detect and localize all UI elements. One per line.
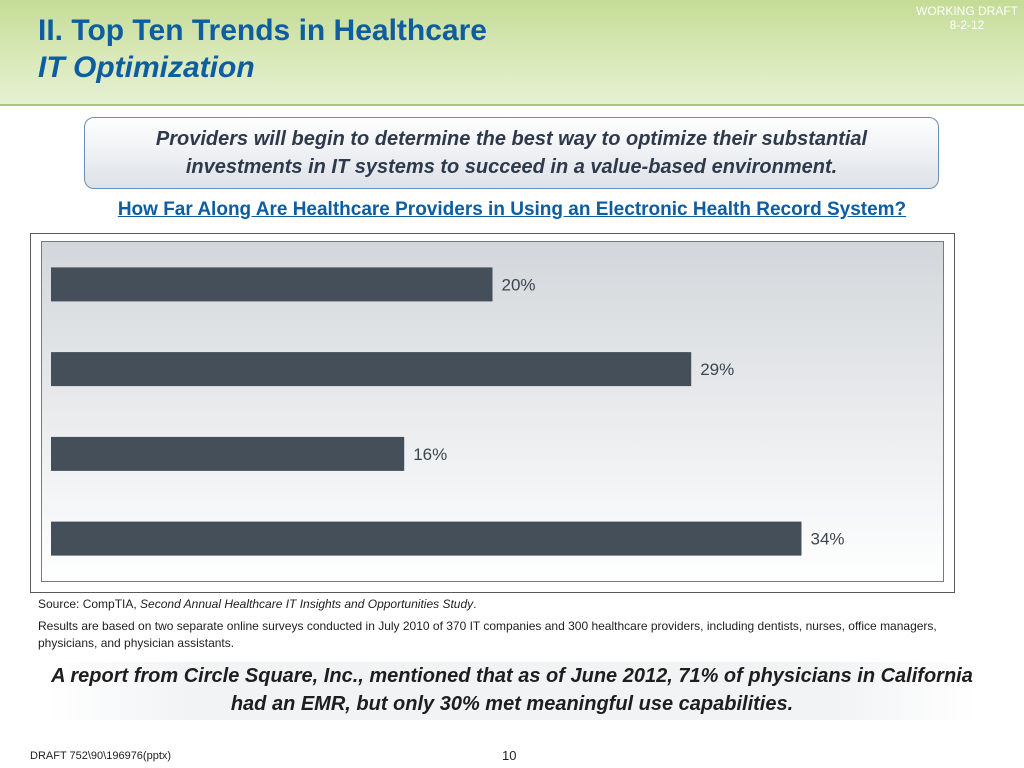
draft-footer-label: DRAFT 752\90\196976(pptx): [30, 750, 172, 762]
working-draft-stamp: WORKING DRAFT 8-2-12: [916, 4, 1018, 32]
report-highlight: A report from Circle Square, Inc., menti…: [48, 662, 976, 720]
source-title: Second Annual Healthcare IT Insights and…: [140, 597, 474, 611]
page-number: 10: [502, 748, 517, 763]
source-suffix: .: [473, 597, 477, 611]
ehr-bar-chart: 20% 29% 16% 34%: [51, 267, 845, 556]
bar-label-2: 29%: [700, 360, 734, 379]
source-note: Source: CompTIA, Second Annual Healthcar…: [38, 597, 476, 611]
results-note: Results are based on two separate online…: [38, 619, 937, 650]
bar-1: [51, 267, 493, 302]
bar-3: [51, 436, 405, 471]
source-prefix: Source: CompTIA,: [38, 597, 141, 611]
chart-plot-area: 20% 29% 16% 34%: [41, 241, 944, 582]
slide-header: II. Top Ten Trends in Healthcare IT Opti…: [0, 0, 1024, 106]
bar-4: [51, 521, 802, 556]
chart-question-heading: How Far Along Are Healthcare Providers i…: [117, 199, 907, 220]
working-draft-label: WORKING DRAFT: [916, 4, 1018, 18]
key-message-callout: Providers will begin to determine the be…: [84, 117, 939, 189]
bar-label-4: 34%: [811, 530, 845, 549]
slide-subtitle: IT Optimization: [38, 51, 255, 84]
slide-title: II. Top Ten Trends in Healthcare: [38, 14, 487, 47]
bar-2: [51, 352, 692, 387]
chart-frame: 20% 29% 16% 34%: [30, 233, 955, 593]
bar-label-1: 20%: [502, 275, 536, 294]
bar-label-3: 16%: [413, 445, 447, 464]
draft-date: 8-2-12: [949, 18, 985, 32]
